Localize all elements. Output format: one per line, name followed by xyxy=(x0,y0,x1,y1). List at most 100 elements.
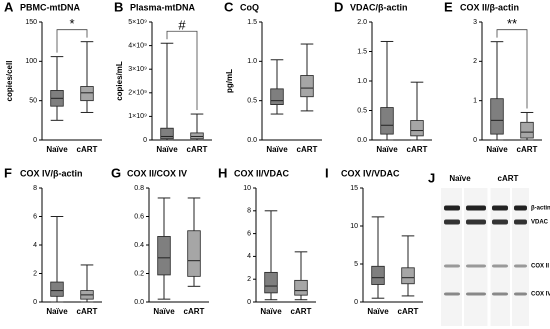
y-tick-label: 0 xyxy=(247,299,251,306)
chart-panel: H COX II/VDAC 0 2 4 6 8 10 Naïve cART xyxy=(218,165,316,316)
y-tick-label: 0 xyxy=(473,137,477,144)
band-label: COX II xyxy=(531,264,549,270)
y-tick-label: 6 xyxy=(247,230,251,237)
box xyxy=(371,265,385,285)
blot-band xyxy=(492,205,508,211)
blot-band xyxy=(466,264,486,268)
box xyxy=(401,267,415,285)
x-tick-label: Naïve xyxy=(260,307,282,316)
significance-bracket xyxy=(56,29,88,53)
chart-panel: F COX IV/β-actin 0 2 4 6 8 Naïve cART xyxy=(4,165,102,316)
y-tick-label: 4 xyxy=(247,253,251,260)
blot-band xyxy=(466,219,486,225)
y-tick-label: 4 xyxy=(33,242,37,249)
box xyxy=(410,120,424,137)
chart-panel: G COX II/COX IV 0.0 0.2 0.4 0.6 0.8 Naïve cART xyxy=(111,165,209,316)
y-tick-label: 2 xyxy=(473,58,477,65)
chart-title: COX IV/β-actin xyxy=(20,168,83,178)
x-tick-label: Naïve xyxy=(486,145,508,154)
y-tick-label: 0.0 xyxy=(134,299,144,306)
x-tick-label: cART xyxy=(291,307,312,316)
blot-panel: J Naïve cART xyxy=(428,170,529,326)
x-tick-label: cART xyxy=(517,145,538,154)
chart-title: COX II/VDAC xyxy=(234,168,290,178)
y-tick-label: 1.5 xyxy=(357,48,367,55)
box xyxy=(157,236,171,276)
x-tick-label: Naïve xyxy=(46,145,68,154)
panel-letter: B xyxy=(114,0,123,14)
blot-band xyxy=(514,219,527,225)
x-tick-label: cART xyxy=(187,145,208,154)
y-tick-label: 1.0 xyxy=(357,78,367,85)
blot-band xyxy=(492,219,508,225)
y-tick-label: 15 xyxy=(350,185,358,192)
box xyxy=(270,88,284,106)
box xyxy=(380,107,394,135)
y-tick-label: 0 xyxy=(33,299,37,306)
x-tick-label: cART xyxy=(398,307,419,316)
panel-letter: J xyxy=(428,170,435,185)
y-tick-label: 0.0 xyxy=(247,137,257,144)
y-tick-label: 4×10⁹ xyxy=(128,42,147,49)
y-tick-label: 1×10⁹ xyxy=(128,113,147,120)
box xyxy=(187,230,201,277)
blot-band xyxy=(444,219,460,225)
x-tick-label: cART xyxy=(184,307,205,316)
chart-title: COX II/COX IV xyxy=(127,168,187,178)
blot-band xyxy=(444,292,460,296)
panel-letter: D xyxy=(334,0,343,14)
y-tick-label: 0.5 xyxy=(247,98,257,105)
panel-letter: A xyxy=(4,0,14,14)
y-tick-label: 0.2 xyxy=(134,270,144,277)
blot-band xyxy=(492,264,508,268)
y-tick-label: 0.8 xyxy=(134,185,144,192)
y-axis-label: copies/cell xyxy=(5,61,14,102)
y-tick-label: 0 xyxy=(354,299,358,306)
x-tick-label: cART xyxy=(77,145,98,154)
y-tick-label: 0.4 xyxy=(134,242,144,249)
y-tick-label: 0 xyxy=(33,137,37,144)
blot-band xyxy=(444,264,460,268)
y-tick-label: 10 xyxy=(243,185,251,192)
significance-bracket xyxy=(496,29,528,109)
blot-band xyxy=(492,292,508,296)
chart-panel: A PBMC-mtDNA copies/cell 0 50 100 150 Naïve cART… xyxy=(4,0,102,154)
chart-panel: C CoQ pg/mL 0.0 0.5 1.0 1.5 Naïve cART xyxy=(224,0,322,154)
blot-background xyxy=(441,188,529,326)
blot-band xyxy=(466,292,486,296)
chart-title: COX II/β-actin xyxy=(460,2,519,12)
band-label: β-actin xyxy=(531,206,550,212)
x-tick-label: Naïve xyxy=(376,145,398,154)
panel-letter: E xyxy=(444,0,453,14)
y-tick-label: 3×10⁹ xyxy=(128,66,147,73)
box xyxy=(50,281,64,297)
y-tick-label: 8 xyxy=(247,208,251,215)
significance-label: ** xyxy=(507,16,517,31)
y-tick-label: 0.6 xyxy=(134,213,144,220)
box xyxy=(294,279,308,296)
chart-title: CoQ xyxy=(240,2,259,12)
chart-panel: D VDAC/β-actin 0.0 0.5 1.0 1.5 2.0 Naïve cART xyxy=(334,0,432,154)
y-tick-label: 100 xyxy=(25,58,37,65)
panel-letter: I xyxy=(325,165,329,180)
y-tick-label: 1 xyxy=(473,98,477,105)
x-tick-label: Naïve xyxy=(367,307,389,316)
box xyxy=(264,271,278,294)
significance-bracket xyxy=(166,30,198,111)
chart-panel: E COX II/β-actin 0 1 2 3 Naïve cART ** xyxy=(444,0,542,154)
band-label: COX IV xyxy=(531,292,550,298)
y-tick-label: 3 xyxy=(473,19,477,26)
y-tick-label: 10 xyxy=(350,223,358,230)
y-tick-label: 2 xyxy=(33,270,37,277)
y-tick-label: 0 xyxy=(143,137,147,144)
box xyxy=(520,121,534,139)
blot-band xyxy=(466,205,486,211)
y-tick-label: 150 xyxy=(25,19,37,26)
box xyxy=(300,75,314,98)
significance-label: * xyxy=(69,16,74,31)
y-tick-label: 0.0 xyxy=(357,137,367,144)
blot-band xyxy=(514,205,527,211)
x-tick-label: Naïve xyxy=(46,307,68,316)
chart-title: COX IV/VDAC xyxy=(341,168,400,178)
blot-band xyxy=(444,205,460,211)
